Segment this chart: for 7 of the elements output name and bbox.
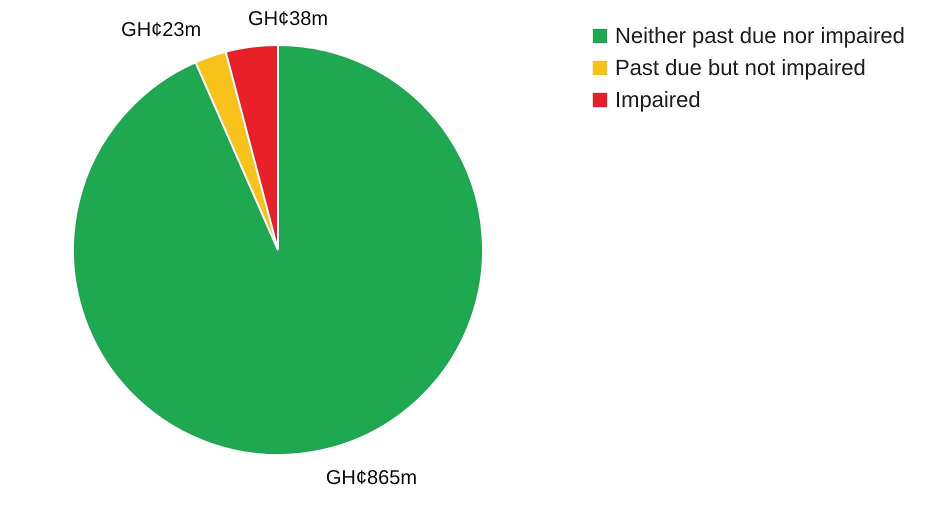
legend-label: Impaired — [615, 87, 701, 112]
pie-slice — [72, 44, 484, 456]
data-label: GH¢865m — [326, 467, 418, 490]
legend-label: Neither past due nor impaired — [615, 23, 905, 48]
data-label: GH¢23m — [121, 19, 202, 42]
data-label: GH¢38m — [248, 8, 328, 30]
legend-label: Past due but not impaired — [615, 55, 866, 80]
